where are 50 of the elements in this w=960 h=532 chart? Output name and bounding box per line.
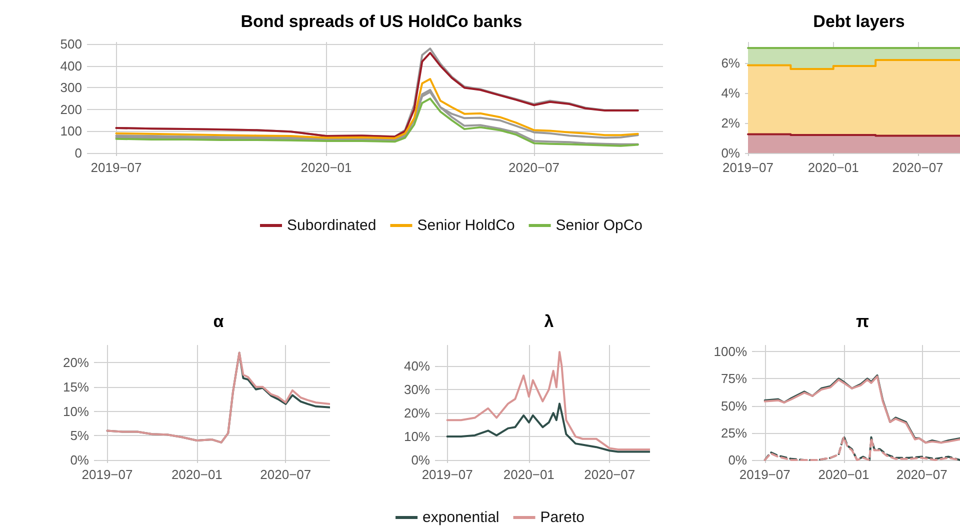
legend-label: Senior HoldCo — [417, 217, 515, 234]
x-tick-label: 2020−07 — [260, 467, 312, 482]
x-tick-label: 2020−01 — [300, 160, 352, 175]
y-tick-label: 6% — [721, 56, 740, 70]
chart-title: α — [213, 312, 224, 331]
x-tick-label: 2020−01 — [503, 467, 554, 482]
x-tick-label: 2019−07 — [739, 467, 790, 482]
y-tick-label: 75% — [720, 371, 748, 386]
legend-label: Subordinated — [287, 217, 376, 234]
y-tick-label: 5% — [70, 428, 90, 444]
chart-title: Debt layers — [813, 12, 905, 31]
x-tick-label: 2020−07 — [508, 160, 560, 175]
x-tick-label: 2020−07 — [896, 467, 948, 482]
y-tick-label: 0 — [74, 146, 82, 160]
y-tick-label: 100 — [60, 124, 82, 139]
y-tick-label: 200 — [60, 102, 82, 117]
y-tick-label: 10% — [62, 404, 90, 419]
y-tick-label: 15% — [62, 379, 90, 394]
y-tick-label: 25% — [720, 425, 748, 440]
y-tick-label: 0% — [411, 452, 430, 468]
y-tick-label: 20% — [404, 406, 430, 421]
chart-title: λ — [544, 312, 554, 331]
x-tick-label: 2020−01 — [818, 467, 870, 482]
y-tick-label: 100% — [714, 344, 748, 360]
x-tick-label: 2019−07 — [722, 160, 774, 175]
y-tick-label: 30% — [404, 382, 430, 398]
x-tick-label: 2019−07 — [422, 467, 473, 482]
y-tick-label: 400 — [60, 58, 82, 74]
legend-label: Senior OpCo — [556, 217, 643, 234]
legend-label: exponential — [422, 509, 500, 526]
y-tick-label: 50% — [720, 398, 748, 414]
y-tick-label: 0% — [70, 452, 90, 468]
y-tick-label: 20% — [62, 355, 90, 370]
y-tick-label: 0% — [721, 146, 740, 160]
y-tick-label: 10% — [404, 429, 430, 444]
x-tick-label: 2019−07 — [82, 467, 133, 482]
x-tick-label: 2019−07 — [90, 160, 142, 175]
chart-title: Bond spreads of US HoldCo banks — [240, 12, 522, 31]
x-tick-label: 2020−07 — [892, 160, 944, 175]
y-tick-label: 300 — [60, 80, 82, 96]
x-tick-label: 2020−07 — [584, 467, 636, 482]
y-tick-label: 2% — [721, 116, 740, 130]
x-tick-label: 2020−01 — [808, 160, 859, 175]
chart-title: π — [856, 312, 870, 331]
y-tick-label: 500 — [60, 36, 82, 52]
y-tick-label: 40% — [404, 358, 430, 374]
x-tick-label: 2020−01 — [171, 467, 222, 482]
legend-label: Pareto — [540, 509, 584, 526]
y-tick-label: 4% — [721, 86, 740, 100]
y-tick-label: 0% — [728, 452, 748, 468]
